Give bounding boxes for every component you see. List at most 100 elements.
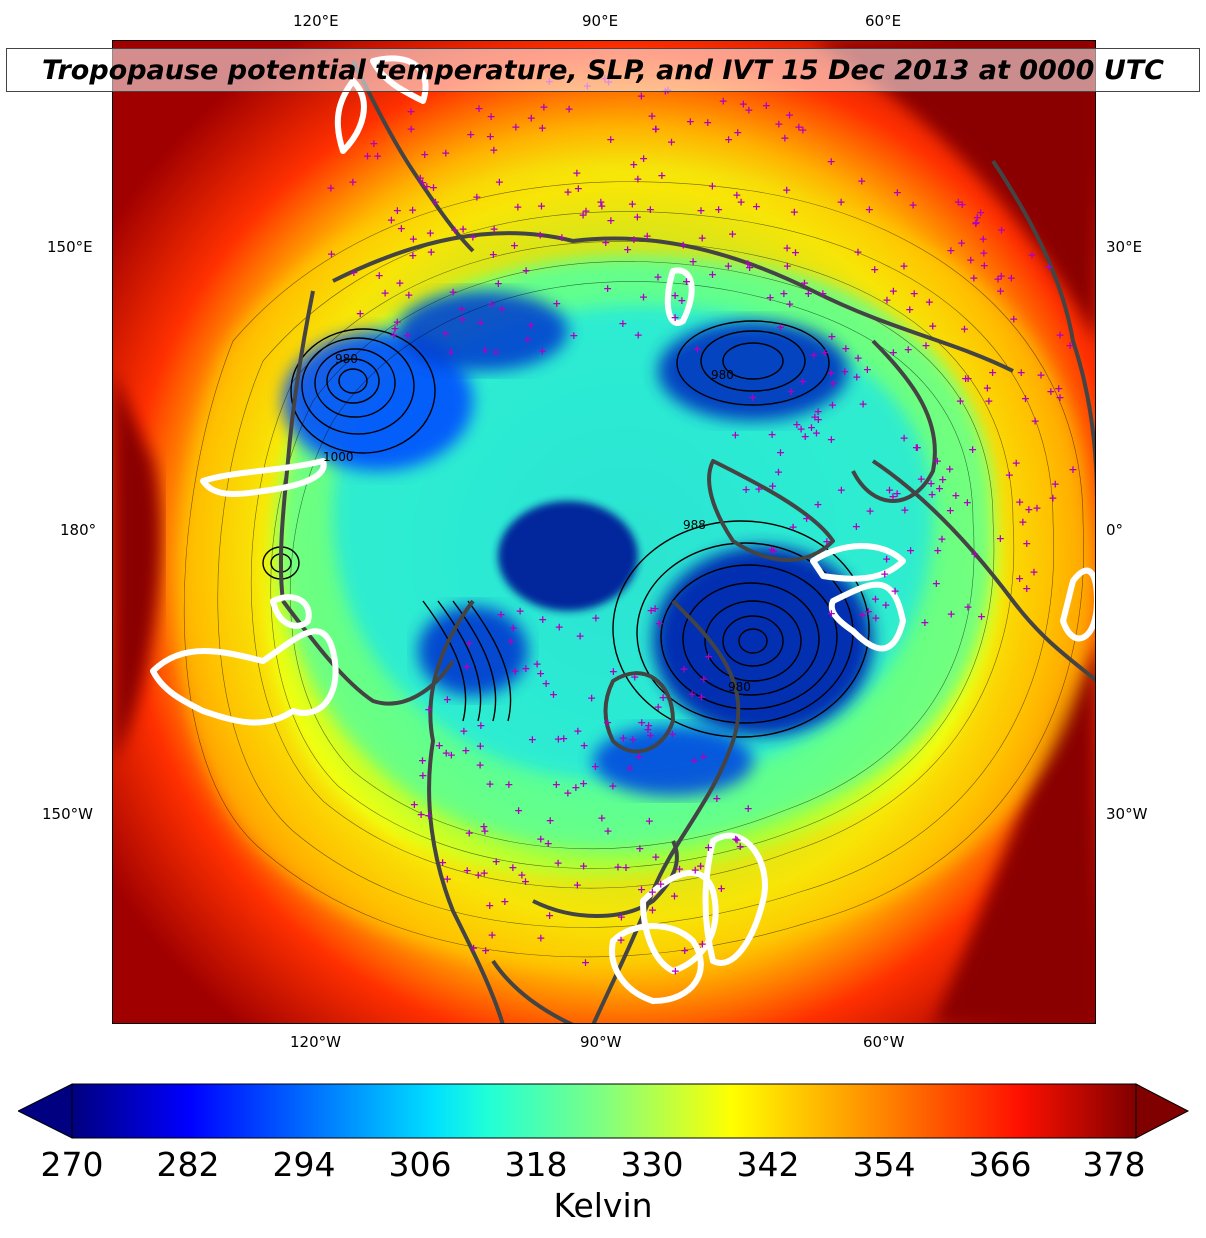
- colorbar-tick: 330: [620, 1145, 684, 1184]
- station-marker: +: [426, 226, 435, 239]
- station-marker: +: [532, 658, 541, 671]
- station-marker: +: [648, 885, 657, 898]
- station-marker: +: [633, 210, 642, 223]
- station-marker: +: [492, 855, 501, 868]
- colorbar-tick: 366: [968, 1145, 1032, 1184]
- station-marker: +: [852, 520, 861, 533]
- station-marker: +: [410, 798, 419, 811]
- station-marker: +: [497, 302, 506, 315]
- station-marker: +: [703, 116, 712, 129]
- station-marker: +: [549, 688, 558, 701]
- ivt-central-north: [664, 267, 695, 326]
- station-marker: +: [951, 489, 960, 502]
- station-marker: +: [646, 729, 655, 742]
- station-marker: +: [774, 465, 783, 478]
- station-marker: +: [639, 291, 648, 304]
- station-marker: +: [925, 295, 934, 308]
- station-marker: +: [617, 911, 626, 924]
- station-marker: +: [696, 860, 705, 873]
- station-marker: +: [458, 313, 467, 326]
- station-marker: +: [481, 344, 490, 357]
- station-marker: +: [966, 253, 975, 266]
- station-marker: +: [791, 246, 800, 259]
- station-marker: +: [858, 398, 867, 411]
- station-marker: +: [960, 322, 969, 335]
- station-marker: +: [693, 342, 702, 355]
- station-marker: +: [920, 616, 929, 629]
- station-marker: +: [997, 270, 1006, 283]
- station-marker: +: [927, 488, 936, 501]
- station-marker: +: [853, 245, 862, 258]
- station-marker: +: [575, 629, 584, 642]
- station-marker: +: [865, 505, 874, 518]
- station-marker: +: [580, 739, 589, 752]
- station-marker: +: [513, 201, 522, 214]
- station-marker: +: [743, 257, 752, 270]
- station-marker: +: [408, 249, 417, 262]
- station-marker: +: [327, 247, 336, 260]
- station-marker: +: [917, 473, 926, 486]
- station-marker: +: [996, 284, 1005, 297]
- station-marker: +: [500, 895, 509, 908]
- station-marker: +: [579, 777, 588, 790]
- lon-label-left-180: 180°: [60, 521, 97, 539]
- station-marker: +: [983, 382, 992, 395]
- station-marker: +: [961, 372, 970, 385]
- station-marker: +: [517, 868, 526, 881]
- station-marker: +: [913, 441, 922, 454]
- station-marker: +: [1005, 468, 1014, 481]
- station-marker: +: [741, 483, 750, 496]
- station-marker: +: [458, 223, 467, 236]
- station-marker: +: [731, 833, 740, 846]
- station-marker: +: [996, 532, 1005, 545]
- station-marker: +: [443, 873, 452, 886]
- station-marker: +: [438, 856, 447, 869]
- station-marker: +: [461, 744, 470, 757]
- station-marker: +: [651, 850, 660, 863]
- station-marker: +: [629, 158, 638, 171]
- station-marker: +: [858, 608, 867, 621]
- ivt-atlantic-south: [702, 832, 768, 966]
- station-marker: +: [375, 269, 384, 282]
- station-marker: +: [408, 203, 417, 216]
- station-marker: +: [814, 413, 823, 426]
- cold-pool-north: [398, 291, 568, 371]
- station-marker: +: [563, 186, 572, 199]
- station-marker: +: [970, 547, 979, 560]
- coast-greenland: [707, 459, 835, 562]
- slp-trough-southwest: [422, 600, 512, 722]
- station-marker: +: [1065, 339, 1074, 352]
- station-marker: +: [596, 195, 605, 208]
- station-marker: +: [645, 815, 654, 828]
- station-marker: +: [479, 820, 488, 833]
- station-marker: +: [390, 322, 399, 335]
- station-marker: +: [696, 204, 705, 217]
- station-marker: +: [840, 365, 849, 378]
- station-marker: +: [416, 171, 425, 184]
- lon-label-right-30e: 30°E: [1106, 238, 1143, 256]
- station-marker: +: [528, 733, 537, 746]
- station-marker: +: [463, 864, 472, 877]
- station-marker: +: [485, 899, 494, 912]
- plot-title-box: Tropopause potential temperature, SLP, a…: [6, 48, 1200, 92]
- station-marker: +: [882, 294, 891, 307]
- station-marker: +: [573, 724, 582, 737]
- station-marker: +: [418, 176, 427, 189]
- station-marker: +: [785, 298, 794, 311]
- colorbar-tick: 378: [1082, 1145, 1146, 1184]
- station-marker: +: [841, 342, 850, 355]
- station-marker: +: [397, 222, 406, 235]
- station-marker: +: [796, 423, 805, 436]
- station-marker: +: [422, 180, 431, 193]
- station-marker: +: [637, 90, 646, 103]
- station-marker: +: [485, 777, 494, 790]
- station-marker: +: [717, 882, 726, 895]
- station-marker: +: [618, 317, 627, 330]
- station-marker: +: [801, 430, 810, 443]
- station-marker: +: [912, 441, 921, 454]
- colorbar-extend-low: [18, 1083, 73, 1139]
- station-marker: +: [487, 929, 496, 942]
- station-marker: +: [431, 196, 440, 209]
- theta-maximum-west: [113, 371, 161, 761]
- station-marker: +: [581, 204, 590, 217]
